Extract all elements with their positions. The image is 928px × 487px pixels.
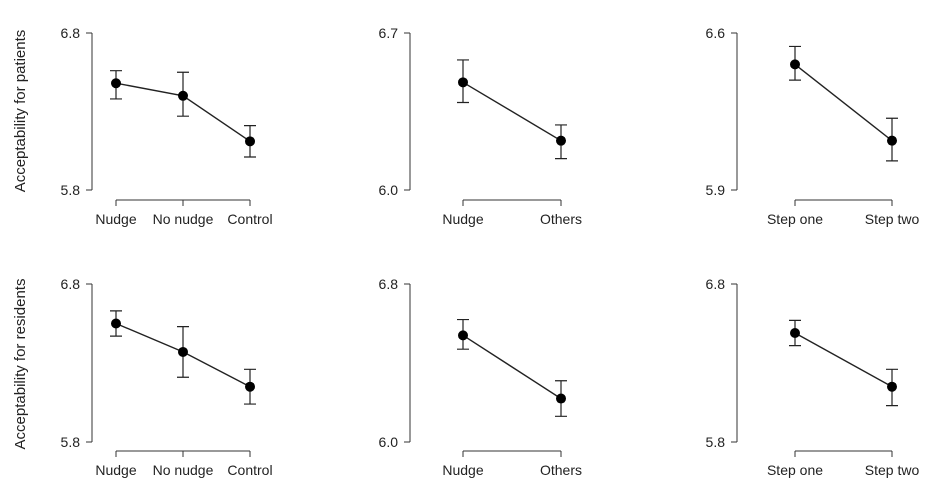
data-point (111, 318, 121, 329)
data-point (245, 136, 255, 147)
x-axis (115, 450, 251, 457)
data-point (458, 77, 468, 88)
y-tick-label: 6.8 (379, 276, 399, 292)
panel-1-2: 6.8 5.8 Step one Step two (706, 276, 920, 478)
x-tick-label: No nudge (153, 462, 214, 478)
data-point (887, 135, 897, 146)
data-point (111, 78, 121, 89)
y-tick-label: 6.6 (706, 25, 726, 41)
y-tick-label: 5.8 (706, 434, 726, 450)
series-line (794, 332, 893, 388)
y-tick-label: 6.0 (379, 434, 399, 450)
y-tick-label: 5.8 (61, 434, 81, 450)
y-tick-label: 5.9 (706, 182, 726, 198)
y-axis (86, 32, 93, 191)
x-tick-label: Nudge (442, 462, 483, 478)
y-tick-label: 6.8 (61, 25, 81, 41)
x-tick-label: Step two (865, 462, 920, 478)
y-tick-label: 6.8 (706, 276, 726, 292)
x-tick-label: Control (227, 211, 272, 227)
data-point (790, 59, 800, 70)
y-axis (404, 283, 411, 443)
x-tick-label: Nudge (95, 211, 136, 227)
data-point (458, 330, 468, 341)
series-line (462, 334, 562, 400)
series-line (462, 81, 562, 142)
y-axis (86, 283, 93, 443)
y-tick-label: 6.7 (379, 25, 399, 41)
y-tick-label: 6.0 (379, 182, 399, 198)
y-axis (404, 32, 411, 191)
y-axis (731, 32, 738, 191)
x-tick-label: Nudge (95, 462, 136, 478)
x-tick-label: Nudge (442, 211, 483, 227)
y-tick-label: 6.8 (61, 276, 81, 292)
row-label-patients: Acceptability for patients (12, 30, 29, 193)
data-point (245, 381, 255, 392)
series-line (794, 63, 893, 142)
x-tick-label: Control (227, 462, 272, 478)
x-tick-label: Others (540, 211, 582, 227)
x-axis (462, 450, 562, 457)
panel-0-2: 6.6 5.9 Step one Step two (706, 25, 920, 227)
panels: 6.8 5.8 Nudge No nudge Control 6.7 6.0 Nudge Oth… (61, 25, 920, 478)
y-tick-label: 5.8 (61, 182, 81, 198)
x-tick-label: Step one (767, 211, 823, 227)
x-axis (794, 450, 893, 457)
x-tick-label: Step one (767, 462, 823, 478)
panel-0-1: 6.7 6.0 Nudge Others (379, 25, 582, 227)
x-tick-label: Step two (865, 211, 920, 227)
panel-1-0: 6.8 5.8 Nudge No nudge Control (61, 276, 273, 478)
data-point (178, 346, 188, 357)
panel-1-1: 6.8 6.0 Nudge Others (379, 276, 582, 478)
x-tick-label: Others (540, 462, 582, 478)
data-point (178, 90, 188, 101)
x-tick-label: No nudge (153, 211, 214, 227)
x-axis (794, 199, 893, 206)
row-label-residents: Acceptability for residents (12, 279, 29, 450)
data-point (556, 135, 566, 146)
x-axis (115, 199, 251, 206)
x-axis (462, 199, 562, 206)
data-point (887, 381, 897, 392)
data-point (556, 393, 566, 404)
panel-0-0: 6.8 5.8 Nudge No nudge Control (61, 25, 273, 227)
data-point (790, 327, 800, 338)
y-axis (731, 283, 738, 443)
